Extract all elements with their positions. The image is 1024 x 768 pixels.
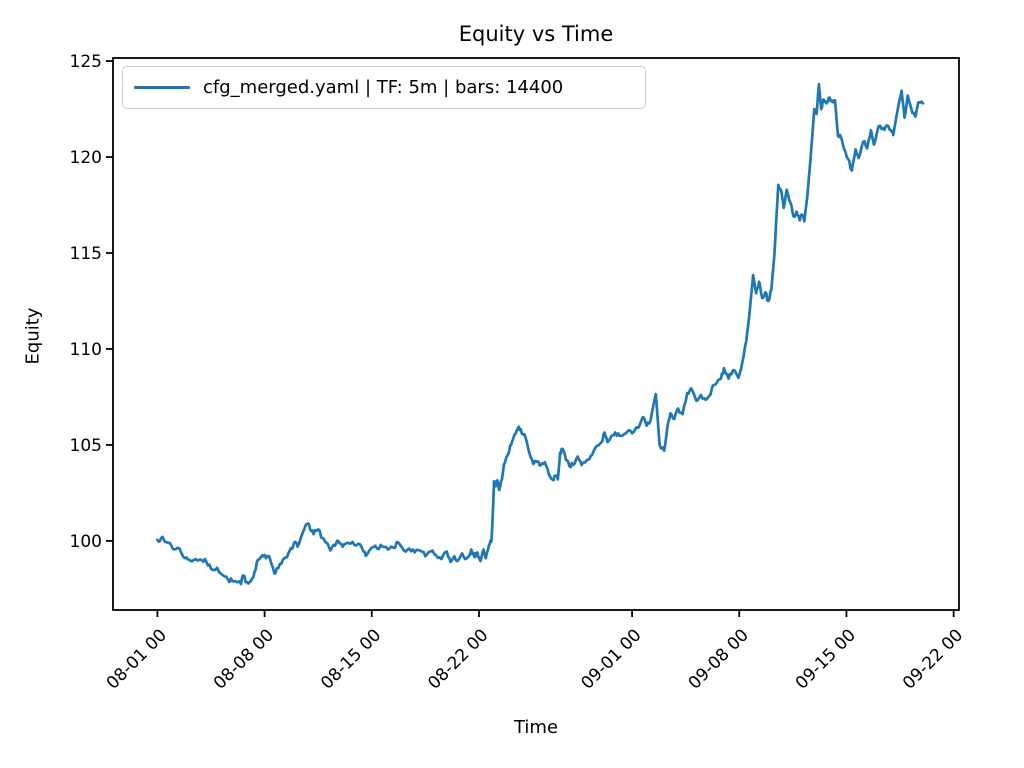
y-tick-label: 105 [70,436,102,456]
y-axis-label: Equity [22,307,44,365]
legend-line-sample [134,86,190,89]
x-tick-label: 08-22 00 [424,625,492,693]
x-tick-label: 09-15 00 [792,625,860,693]
axes-frame [112,57,960,611]
legend-label: cfg_merged.yaml | TF: 5m | bars: 14400 [203,77,564,98]
legend: cfg_merged.yaml | TF: 5m | bars: 14400 [122,66,646,109]
x-tick-label: 08-08 00 [210,625,278,693]
y-tick-label: 100 [70,532,102,552]
x-tick-label: 09-01 00 [577,625,645,693]
y-tick-label: 120 [70,148,102,168]
y-tick-label: 125 [70,52,102,72]
y-tick-label: 115 [70,244,102,264]
equity-line [156,82,925,586]
x-tick-label: 09-22 00 [899,625,967,693]
x-axis-label: Time [513,717,559,738]
chart-title: Equity vs Time [458,22,614,46]
x-tick-label: 08-01 00 [103,625,171,693]
x-tick-label: 08-15 00 [317,625,385,693]
y-tick-label: 110 [70,340,102,360]
x-tick-label: 09-08 00 [685,625,753,693]
